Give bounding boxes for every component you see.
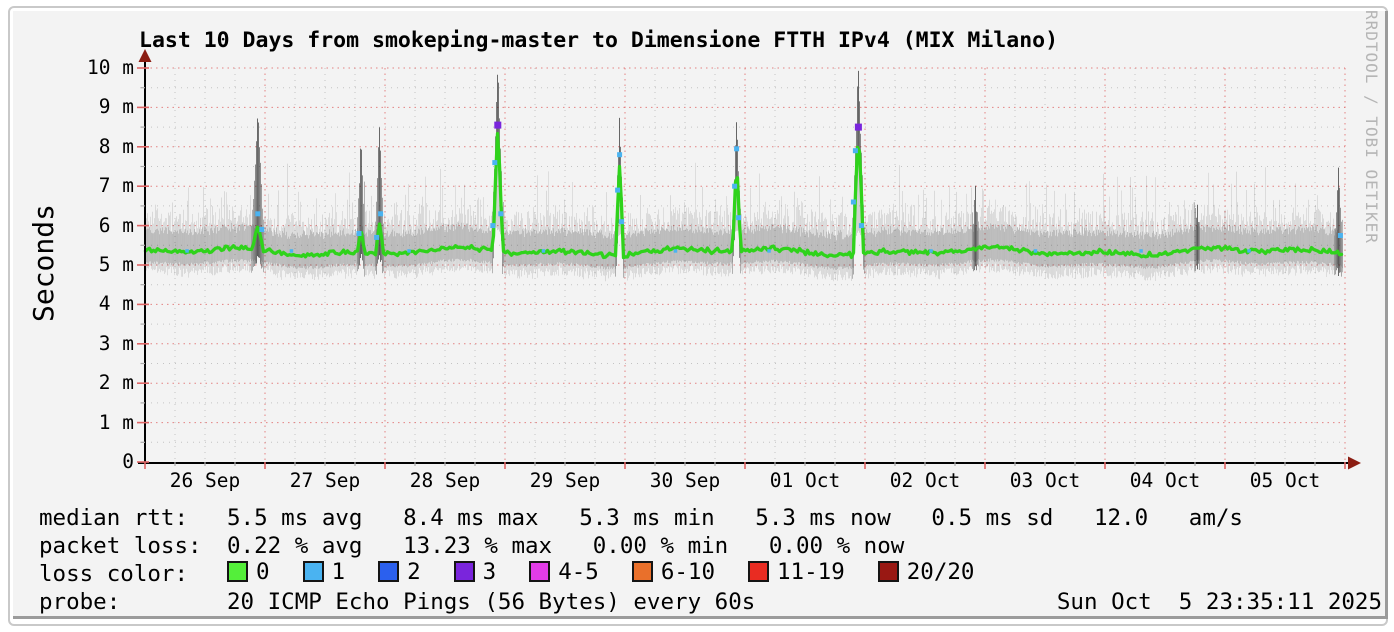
y-tick-label: 4 m [98,292,134,316]
rrdtool-watermark: RRDTOOL / TOBI OETIKER [1362,10,1381,244]
generated-timestamp: Sun Oct 5 23:35:11 2025 [1056,589,1382,615]
loss-color-item: 11-19 [748,559,845,585]
loss-color-swatch [529,561,551,582]
loss-color-item-label: 11-19 [777,558,845,585]
loss-color-item-label: 4-5 [558,558,599,585]
x-tick-label: 05 Oct [1249,469,1321,492]
y-tick-label: 0 [122,450,134,473]
x-tick-label: 02 Oct [889,469,961,492]
y-tick-label: 8 m [98,134,134,158]
x-tick-label: 28 Sep [409,469,481,492]
x-tick-label: 04 Oct [1129,469,1201,492]
y-tick-label: 7 m [98,174,134,198]
x-tick-label: 27 Sep [289,469,361,492]
loss-color-item-label: 2 [407,558,421,585]
loss-color-swatch [631,561,653,582]
y-tick-label: 1 m [98,410,134,434]
y-tick-label: 5 m [98,253,134,276]
legend-probe-value: 20 ICMP Echo Pings (56 Bytes) every 60s [227,589,756,615]
loss-color-item-label: 1 [331,558,346,585]
legend-loss-color-label: loss color: [39,561,189,587]
loss-color-swatch [453,561,475,582]
chart-title: Last 10 Days from smokeping-master to Di… [139,28,1059,53]
x-tick-label: 26 Sep [169,469,241,492]
loss-color-item-label: 20/20 [906,558,975,585]
loss-color-legend: 0 1 2 3 4-5 6-10 11-19 20/20 [227,557,1007,586]
y-tick-label: 10 m [87,56,134,79]
legend-probe-label: probe: [39,589,121,615]
y-tick-label: 9 m [98,95,134,119]
loss-color-item: 6-10 [631,558,716,585]
loss-color-swatch [378,561,400,582]
loss-color-item: 20/20 [877,558,975,585]
legend-median-rtt-label: median rtt: [39,505,189,531]
y-tick-label: 6 m [98,213,134,237]
loss-color-item-label: 0 [256,558,270,585]
legend-median-rtt-values: 5.5 ms avg 8.4 ms max 5.3 ms min 5.3 ms … [227,505,1243,531]
y-tick-label: 3 m [98,331,134,355]
legend-packet-loss-values: 0.22 % avg 13.23 % max 0.00 % min 0.00 %… [227,533,905,559]
loss-color-item: 3 [453,558,497,585]
loss-color-swatch [227,561,248,582]
x-tick-label: 30 Sep [649,469,721,492]
y-axis-label: Seconds [27,204,60,323]
y-tick-label: 2 m [98,371,134,395]
legend-packet-loss-label: packet loss: [39,533,202,559]
graph-canvas [13,11,1388,619]
loss-color-item: 0 [227,559,270,585]
loss-color-swatch [748,561,770,582]
loss-color-item-label: 6-10 [660,558,716,585]
loss-color-swatch [877,561,899,582]
x-tick-label: 03 Oct [1009,469,1081,492]
loss-color-swatch [302,561,324,582]
loss-color-item-label: 3 [482,558,497,585]
loss-color-item: 1 [302,558,346,585]
x-tick-label: 01 Oct [769,469,841,492]
loss-color-item: 2 [378,559,421,585]
loss-color-item: 4-5 [529,559,599,585]
x-tick-label: 29 Sep [529,469,601,492]
